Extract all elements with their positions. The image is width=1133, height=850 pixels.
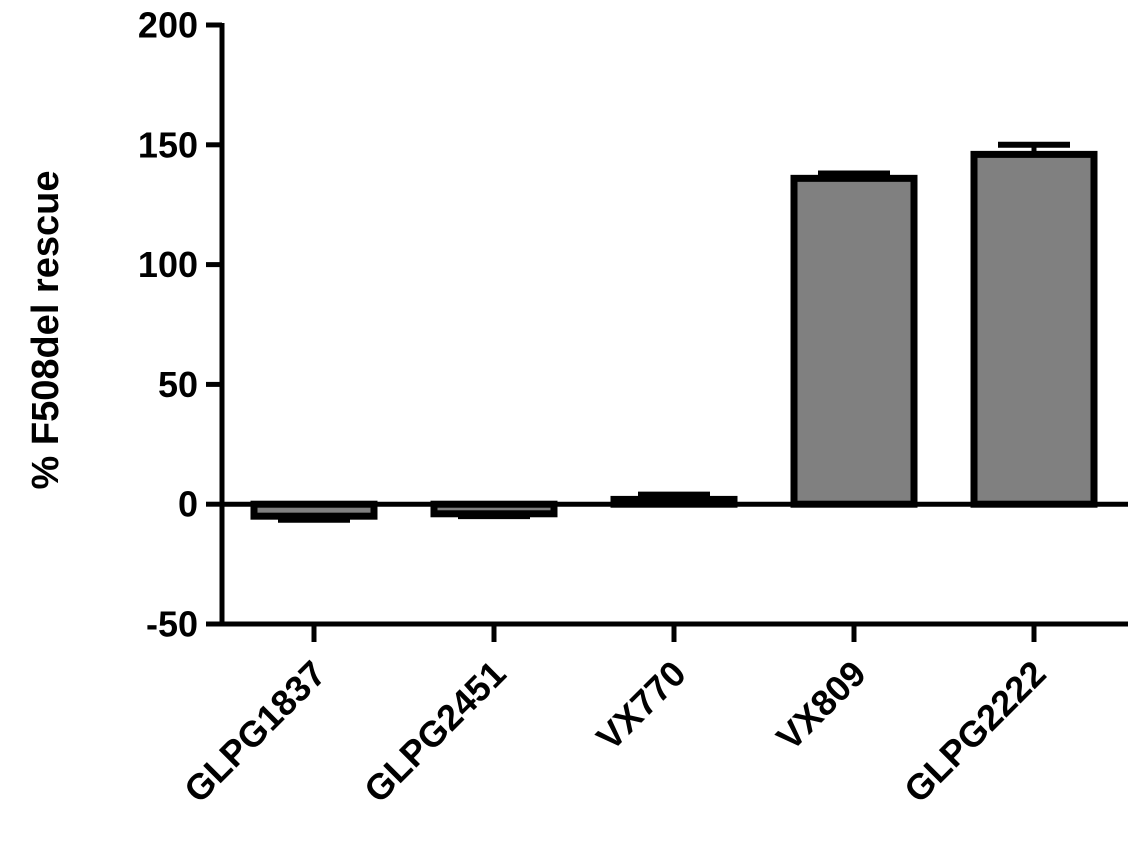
x-tick-label: GLPG1837 [176, 653, 334, 811]
bar-vx809 [790, 174, 918, 508]
bar-glpg2222 [970, 150, 1098, 508]
y-axis-title: % F508del rescue [25, 171, 67, 490]
y-ticks-layer: -50 0 50 100 150 200 [138, 5, 222, 645]
x-tick-label: VX770 [588, 653, 693, 758]
bars-layer [250, 150, 1098, 520]
x-tick-label: VX809 [768, 653, 873, 758]
x-tick-label: GLPG2222 [896, 653, 1054, 811]
y-tick-label: 150 [138, 124, 198, 165]
x-ticks-layer: GLPG1837 GLPG2451 VX770 VX809 GLPG2222 [176, 624, 1054, 810]
y-tick-label: 100 [138, 244, 198, 285]
y-tick-label: 50 [158, 364, 198, 405]
y-tick-label: 0 [178, 484, 198, 525]
y-tick-label: -50 [146, 604, 198, 645]
error-bars-layer [278, 141, 1070, 523]
x-tick-label: GLPG2451 [356, 653, 514, 811]
y-tick-label: 200 [138, 5, 198, 46]
